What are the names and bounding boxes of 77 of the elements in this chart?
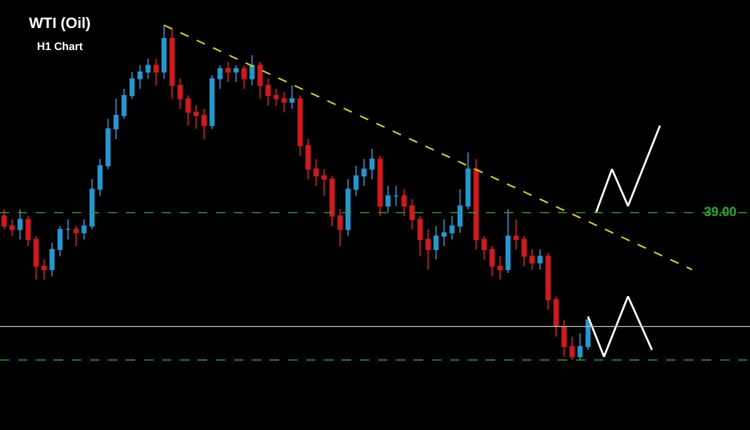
candlestick <box>74 226 78 247</box>
candlestick <box>282 92 286 113</box>
candlestick <box>234 64 238 83</box>
candlestick <box>146 58 150 80</box>
candlestick <box>266 78 270 106</box>
candlestick <box>322 168 326 196</box>
candlestick <box>66 218 70 240</box>
candlestick <box>370 148 374 180</box>
candlestick <box>570 336 574 361</box>
candlestick <box>578 332 582 361</box>
text: H1 Chart <box>37 41 84 53</box>
candlestick <box>386 185 390 214</box>
candlestick <box>474 158 478 250</box>
candlestick <box>258 61 262 100</box>
candlestick <box>458 188 462 234</box>
candlestick <box>138 64 142 90</box>
candlestick <box>98 158 102 196</box>
candlestick <box>42 259 46 280</box>
candlestick <box>10 218 14 237</box>
candlestick <box>546 252 550 310</box>
candlestick <box>154 58 158 86</box>
candlestick <box>314 158 318 186</box>
candlestick <box>338 208 342 247</box>
candlestick <box>170 28 174 100</box>
candlestick <box>18 208 22 240</box>
candlestick <box>178 78 182 110</box>
candlestick <box>530 248 534 270</box>
candlestick <box>410 198 414 230</box>
candlestick <box>2 208 6 230</box>
candlestick <box>378 155 382 216</box>
candlestick <box>490 246 494 277</box>
candlestick <box>162 24 166 80</box>
candlestick <box>218 64 222 90</box>
candlestick <box>250 54 254 86</box>
candlestick <box>290 84 294 110</box>
candlestick <box>554 296 558 338</box>
candlestick <box>586 316 590 350</box>
candlestick <box>506 208 510 274</box>
candlestick <box>514 218 518 250</box>
candlestick <box>242 64 246 90</box>
candlestick <box>210 74 214 130</box>
candlestick <box>426 228 430 270</box>
candlestick <box>106 118 110 170</box>
candlestick <box>442 218 446 247</box>
candlestick <box>466 152 470 210</box>
candlestick <box>362 158 366 186</box>
candlestick <box>562 319 566 358</box>
candlestick <box>346 178 350 237</box>
candlestick <box>50 242 54 277</box>
annotation: 39.00 <box>704 204 737 219</box>
candlestick <box>498 256 502 280</box>
candlestick <box>434 226 438 260</box>
candlestick <box>394 185 398 206</box>
candlestick <box>274 88 278 106</box>
candlestick <box>122 88 126 120</box>
candlestick <box>202 108 206 140</box>
candlestick <box>186 94 190 126</box>
candlestick <box>298 94 302 156</box>
candlestick <box>418 216 422 257</box>
candlestick <box>330 175 334 227</box>
candlestick <box>522 236 526 267</box>
chart-title: WTI (Oil) <box>29 15 91 32</box>
candlestick <box>130 72 134 100</box>
candlestick <box>306 138 310 180</box>
candlestick <box>354 165 358 196</box>
candlestick <box>34 236 38 280</box>
candlestick <box>82 218 86 240</box>
candlestick <box>26 216 30 247</box>
candlestick <box>58 226 62 257</box>
candlestick <box>450 216 454 240</box>
candlestick <box>90 178 94 230</box>
candlestick <box>402 188 406 216</box>
candlestick <box>114 98 118 140</box>
candlestick <box>482 236 486 260</box>
candlestick <box>538 248 542 270</box>
candlestick <box>194 104 198 130</box>
candlestick <box>226 61 230 83</box>
